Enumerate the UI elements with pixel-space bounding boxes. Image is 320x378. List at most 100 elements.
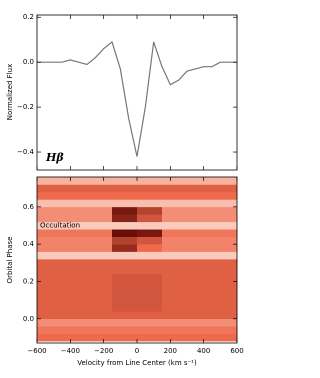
heat-cell bbox=[112, 221, 138, 230]
heat-cell bbox=[62, 184, 88, 193]
heat-cell bbox=[62, 236, 88, 245]
heat-cell bbox=[87, 221, 113, 230]
heat-cell bbox=[212, 333, 238, 342]
heat-cell bbox=[87, 236, 113, 245]
heat-cell bbox=[212, 191, 238, 200]
heat-cell bbox=[212, 236, 238, 245]
heat-cell bbox=[62, 251, 88, 260]
heat-cell bbox=[212, 221, 238, 230]
heat-cell bbox=[187, 273, 213, 282]
y-tick-label: 0.6 bbox=[23, 203, 35, 211]
heat-cell bbox=[87, 199, 113, 208]
heat-cell bbox=[162, 214, 188, 223]
heat-cell bbox=[37, 229, 63, 237]
heat-cell bbox=[112, 244, 138, 252]
heat-cell bbox=[212, 184, 238, 193]
heat-cell bbox=[62, 214, 88, 223]
figure: 0.2 0.0 −0.2 −0.4 Occultation 0.0 0.2 0.4 0.6 −6… bbox=[6, 13, 244, 367]
heat-cell bbox=[87, 333, 113, 342]
heat-cell bbox=[162, 266, 188, 275]
heat-cell bbox=[112, 177, 138, 185]
heat-cell bbox=[187, 311, 213, 320]
heat-cell bbox=[62, 333, 88, 342]
heat-cell bbox=[112, 191, 138, 200]
heat-cell bbox=[37, 303, 63, 312]
heat-cell bbox=[212, 244, 238, 252]
heat-cell bbox=[162, 281, 188, 290]
heat-cell bbox=[62, 244, 88, 252]
heat-cell bbox=[62, 177, 88, 185]
heat-cell bbox=[37, 244, 63, 252]
heat-cell bbox=[137, 333, 163, 342]
heat-cell bbox=[37, 311, 63, 320]
x-tick-label: 600 bbox=[230, 347, 243, 355]
heat-cell bbox=[162, 177, 188, 185]
heat-cell bbox=[137, 326, 163, 334]
heat-cell bbox=[112, 296, 138, 305]
heat-cell bbox=[187, 199, 213, 208]
heat-cell bbox=[37, 266, 63, 275]
heat-cell bbox=[187, 214, 213, 223]
heat-cell bbox=[137, 266, 163, 275]
heat-cell bbox=[137, 214, 163, 223]
heat-cell bbox=[137, 281, 163, 290]
heat-cell bbox=[212, 318, 238, 327]
heat-cell bbox=[112, 214, 138, 223]
heat-cell bbox=[162, 303, 188, 312]
heat-cell bbox=[87, 296, 113, 305]
heat-cell bbox=[137, 221, 163, 230]
heat-cell bbox=[212, 281, 238, 290]
heat-cell bbox=[137, 191, 163, 200]
flux-line bbox=[37, 40, 237, 157]
heat-cell bbox=[162, 273, 188, 282]
heat-cell bbox=[137, 229, 163, 237]
heat-cell bbox=[37, 273, 63, 282]
y-tick-label: 0.2 bbox=[23, 277, 34, 285]
heat-cell bbox=[112, 288, 138, 297]
heat-cell bbox=[112, 326, 138, 334]
heat-cell bbox=[162, 221, 188, 230]
heat-cell bbox=[137, 311, 163, 320]
heat-cell bbox=[37, 191, 63, 200]
heat-cell bbox=[187, 236, 213, 245]
y-tick-label: −0.2 bbox=[17, 103, 34, 111]
heat-cell bbox=[187, 221, 213, 230]
heat-cell bbox=[87, 288, 113, 297]
heat-cell bbox=[187, 281, 213, 290]
annotation: Hβ bbox=[45, 151, 64, 164]
heat-cell bbox=[87, 251, 113, 260]
heat-cell bbox=[137, 199, 163, 208]
heat-cell bbox=[187, 266, 213, 275]
heat-cell bbox=[87, 177, 113, 185]
heat-cell bbox=[87, 273, 113, 282]
heat-cell bbox=[212, 296, 238, 305]
heat-cell bbox=[37, 214, 63, 223]
heat-cell bbox=[112, 251, 138, 260]
heat-cell bbox=[37, 251, 63, 260]
heat-cell bbox=[112, 206, 138, 215]
heat-cell bbox=[137, 177, 163, 185]
heat-cell bbox=[212, 266, 238, 275]
heat-cell bbox=[112, 311, 138, 320]
heat-cell bbox=[112, 318, 138, 327]
y-tick-label: 0.2 bbox=[23, 13, 34, 21]
heat-cell bbox=[87, 303, 113, 312]
heat-cell bbox=[212, 303, 238, 312]
heat-cell bbox=[187, 206, 213, 215]
heat-cell bbox=[112, 199, 138, 208]
y-tick-label: 0.0 bbox=[23, 58, 34, 66]
heat-cell bbox=[112, 303, 138, 312]
heat-cell bbox=[187, 333, 213, 342]
annotation: Occultation bbox=[40, 221, 80, 229]
heat-cell bbox=[87, 206, 113, 215]
heat-cell bbox=[62, 311, 88, 320]
heat-cell bbox=[62, 273, 88, 282]
heat-cell bbox=[162, 288, 188, 297]
heat-cell bbox=[212, 288, 238, 297]
heat-cell bbox=[37, 236, 63, 245]
y-tick-label: −0.4 bbox=[17, 148, 35, 156]
heat-cell bbox=[212, 214, 238, 223]
heat-cell bbox=[112, 259, 138, 267]
heat-cell bbox=[62, 206, 88, 215]
heat-cell bbox=[137, 296, 163, 305]
